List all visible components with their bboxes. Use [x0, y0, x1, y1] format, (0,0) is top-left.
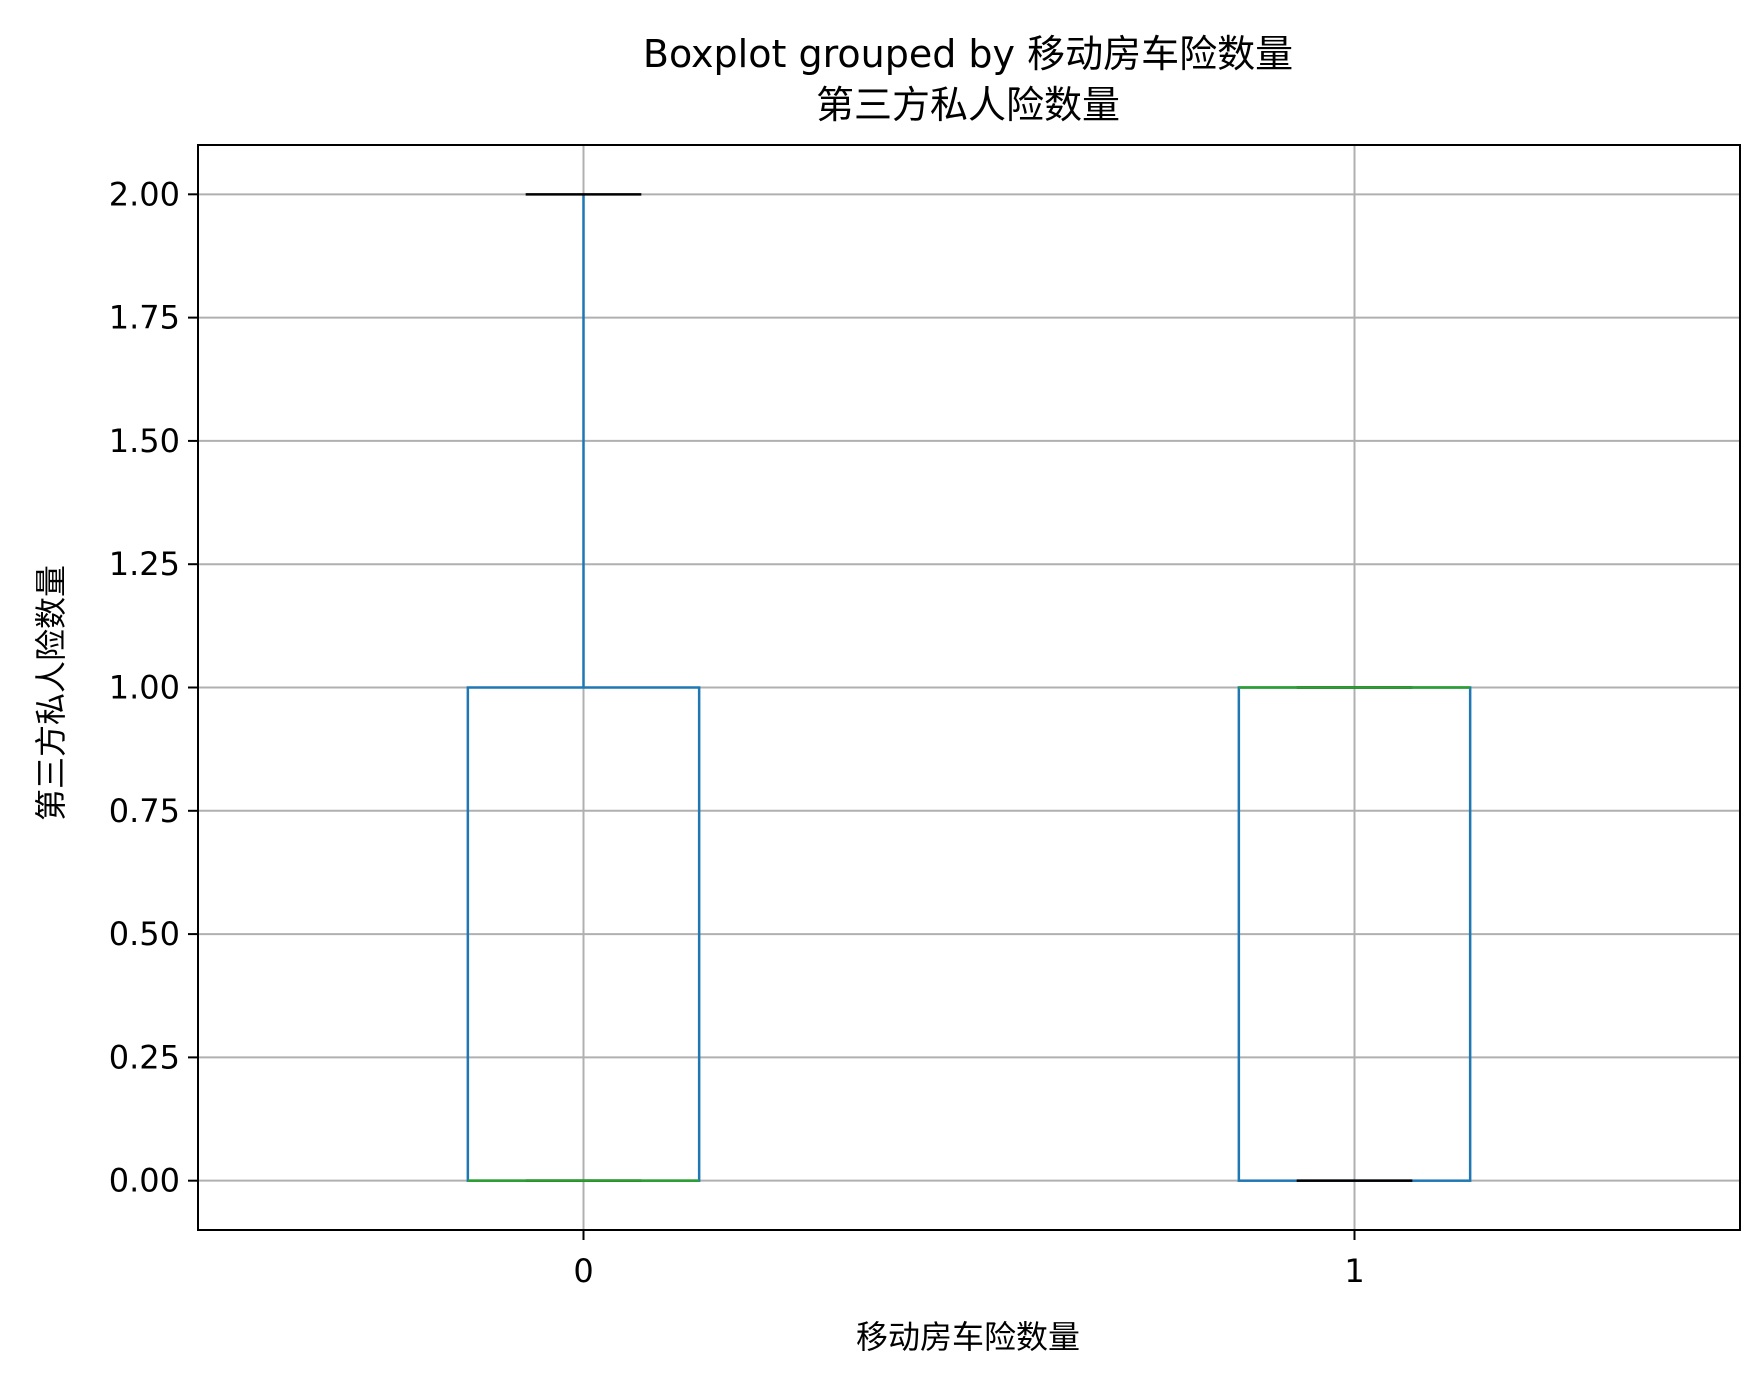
y-tick-label: 1.50 — [109, 422, 180, 460]
y-tick-label: 0.50 — [109, 915, 180, 953]
y-tick-label: 1.75 — [109, 299, 180, 337]
chart-subtitle: 第三方私人险数量 — [816, 83, 1120, 127]
x-tick-label: 0 — [573, 1252, 593, 1290]
y-tick-label: 0.25 — [109, 1038, 180, 1076]
y-tick-label: 1.25 — [109, 545, 180, 583]
y-tick-label: 2.00 — [109, 175, 180, 213]
y-axis-ticks: 0.00 0.25 0.50 0.75 1.00 1.25 1.50 1.75 2.00 — [109, 175, 198, 1200]
x-axis-label: 移动房车险数量 — [856, 1318, 1080, 1356]
x-tick-label: 1 — [1344, 1252, 1364, 1290]
y-axis-label: 第三方私人险数量 — [32, 565, 70, 821]
y-tick-label: 1.00 — [109, 669, 180, 707]
boxes-layer — [466, 193, 1472, 1182]
chart-title: Boxplot grouped by 移动房车险数量 — [643, 32, 1293, 76]
y-tick-label: 0.75 — [109, 792, 180, 830]
grid-lines — [198, 145, 1740, 1230]
y-tick-label: 0.00 — [109, 1162, 180, 1200]
